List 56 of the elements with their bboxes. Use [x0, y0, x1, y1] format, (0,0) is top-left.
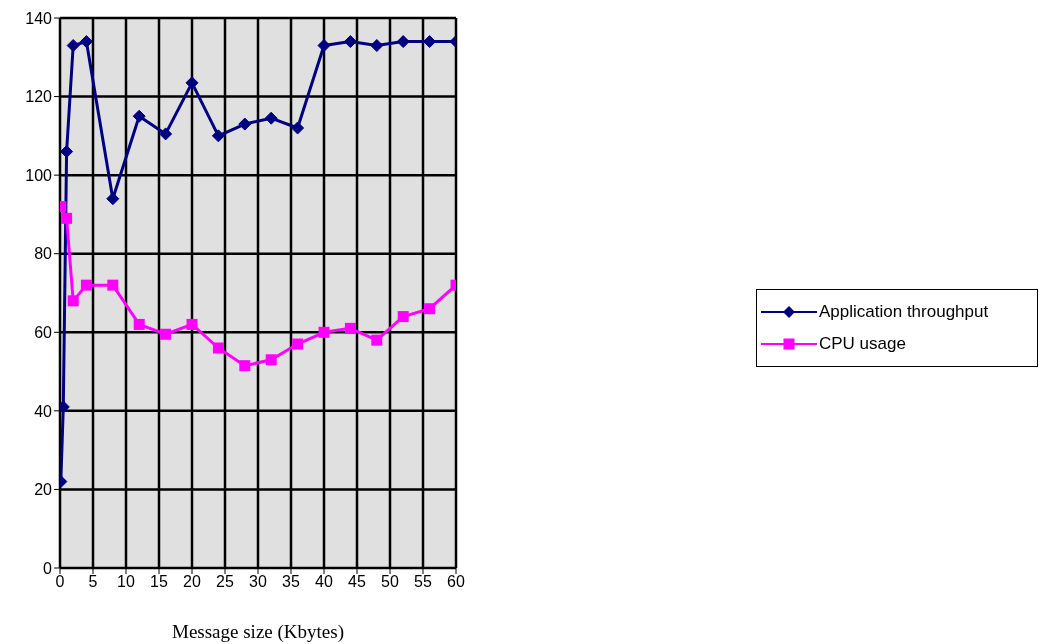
x-tick-label: 45: [348, 573, 366, 591]
point: [424, 303, 436, 315]
x-tick-label: 50: [381, 573, 399, 591]
point: [239, 360, 251, 372]
point: [291, 121, 305, 135]
point: [318, 326, 330, 338]
point: [80, 279, 92, 291]
point: [238, 117, 252, 131]
point: [370, 39, 384, 52]
x-tick-label: 35: [282, 573, 300, 591]
point: [423, 35, 437, 49]
point: [264, 111, 278, 125]
x-tick-label: 40: [315, 573, 333, 591]
point: [67, 295, 79, 307]
point: [132, 109, 146, 123]
y-tick-label: 100: [25, 166, 53, 184]
x-tick-label: 0: [55, 573, 65, 591]
x-tick-label: 60: [447, 573, 465, 591]
point: [292, 338, 304, 350]
point: [60, 145, 74, 159]
point: [344, 322, 356, 334]
x-tick-label: 5: [88, 573, 98, 591]
point: [265, 354, 277, 366]
point: [317, 39, 331, 52]
y-tick-label: 140: [25, 9, 53, 27]
point: [396, 35, 410, 49]
x-tick-label: 10: [117, 573, 135, 591]
y-tick-label: 120: [25, 88, 53, 106]
point: [212, 342, 224, 354]
point: [66, 39, 80, 52]
y-tick-label: 20: [34, 481, 53, 499]
point: [397, 311, 409, 323]
y-tick-label: 80: [34, 245, 53, 263]
y-tick-label: 0: [43, 559, 53, 577]
point: [79, 35, 93, 49]
x-tick-label: 30: [249, 573, 267, 591]
point: [185, 76, 199, 90]
point: [343, 35, 357, 49]
y-tick-label: 40: [34, 402, 53, 420]
point: [133, 318, 145, 330]
legend-label: CPU usage: [819, 334, 906, 354]
x-tick-label: 55: [414, 573, 432, 591]
x-axis-title: Message size (Kbytes): [171, 621, 345, 643]
point: [61, 212, 73, 224]
point: [186, 318, 198, 330]
legend-label: Application throughput: [819, 302, 989, 322]
point: [371, 334, 383, 346]
point: [106, 192, 120, 206]
x-tick-label: 15: [150, 573, 168, 591]
x-tick-label: 25: [216, 573, 234, 591]
point: [107, 279, 119, 291]
y-tick-label: 60: [34, 323, 53, 341]
point: [160, 328, 172, 340]
x-tick-label: 20: [183, 573, 201, 591]
point: [211, 129, 225, 143]
point: [159, 127, 173, 141]
